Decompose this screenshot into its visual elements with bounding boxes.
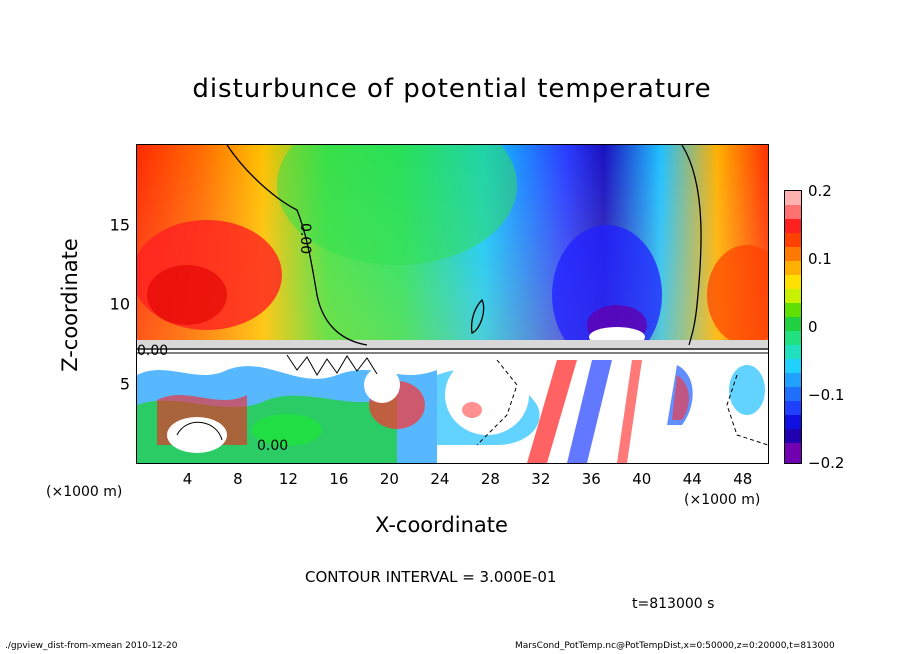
zero-contour-left xyxy=(226,145,368,346)
plot-area: 0.00 0.00 0.00 xyxy=(136,144,769,464)
x-unit-right: (×1000 m) xyxy=(684,492,761,508)
contour-label: 0.00 xyxy=(297,223,313,254)
contour-label: 0.00 xyxy=(257,438,288,454)
zero-contour-right xyxy=(681,145,702,346)
zero-contour-island xyxy=(470,298,485,334)
x-tick-label: 8 xyxy=(233,470,243,488)
x-unit-left: (×1000 m) xyxy=(46,484,123,500)
x-tick-label: 24 xyxy=(430,470,450,488)
x-tick-label: 40 xyxy=(632,470,652,488)
x-axis-label: X-coordinate xyxy=(375,513,508,537)
footer-data-source: MarsCond_PotTemp.nc@PotTempDist,x=0:5000… xyxy=(515,641,835,651)
x-tick-label: 44 xyxy=(682,470,702,488)
x-tick-label: 36 xyxy=(581,470,601,488)
warm-lobe xyxy=(445,355,529,435)
colorbar-tick-label: −0.2 xyxy=(808,454,845,472)
y-tick-label: 10 xyxy=(109,294,130,314)
x-tick-label: 16 xyxy=(329,470,349,488)
colorbar-tick-label: 0.2 xyxy=(808,182,832,200)
x-tick-label: 48 xyxy=(733,470,753,488)
y-axis-label: Z-coordinate xyxy=(58,238,82,372)
x-tick-label: 4 xyxy=(182,470,193,488)
colorbar-tick-label: −0.1 xyxy=(808,386,845,404)
colorbar xyxy=(784,190,802,464)
colorbar-tick-label: 0 xyxy=(808,318,818,336)
warm-core-right xyxy=(707,245,768,345)
time-label: t=813000 s xyxy=(632,596,715,612)
contour-interval-text: CONTOUR INTERVAL = 3.000E-01 xyxy=(305,568,557,586)
x-tick-label: 12 xyxy=(278,470,298,488)
chart-title: disturbunce of potential temperature xyxy=(192,74,712,104)
x-tick-label: 20 xyxy=(379,470,399,488)
y-tick-label: 5 xyxy=(119,374,130,393)
colorbar-tick-label: 0.1 xyxy=(808,250,832,268)
x-tick-label: 32 xyxy=(531,470,551,488)
footer-script-info: ./gpview_dist-from-xmean 2010-12-20 xyxy=(5,641,178,651)
y-tick-label: 15 xyxy=(109,215,130,234)
x-tick-label: 28 xyxy=(480,470,500,488)
potential-temperature-field: 0.00 0.00 0.00 xyxy=(137,145,768,463)
contour-label: 0.00 xyxy=(137,343,168,359)
